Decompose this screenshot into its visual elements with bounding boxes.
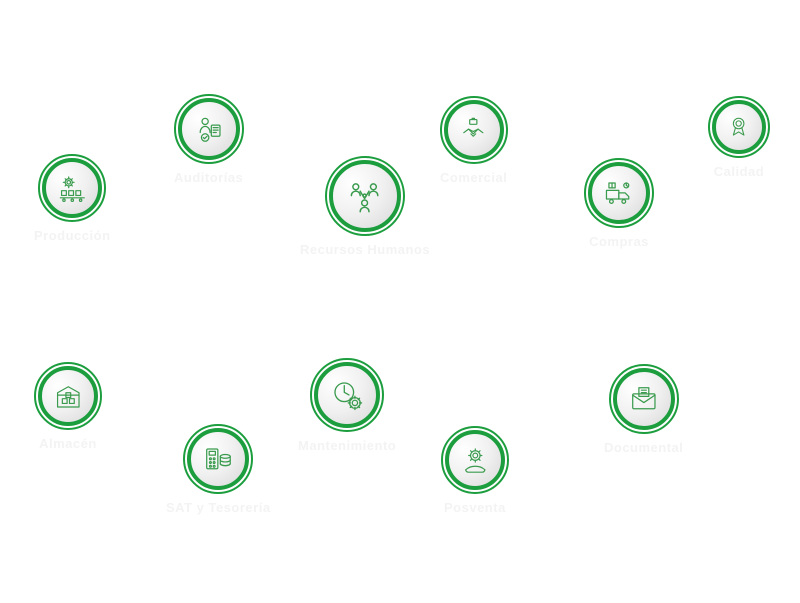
ribbon-badge-icon: [726, 114, 751, 139]
module-label: Comercial: [440, 170, 507, 186]
module-circle: [42, 158, 102, 218]
handshake-icon: [459, 116, 488, 145]
module-almacen: Almacén: [38, 366, 98, 452]
module-label: Producción: [34, 228, 111, 244]
module-label: Posventa: [444, 500, 506, 516]
module-circle: [613, 368, 675, 430]
people-flow-icon: [347, 178, 382, 213]
envelope-doc-icon: [629, 384, 659, 414]
module-label: Compras: [589, 234, 649, 250]
module-circle: [178, 98, 240, 160]
gear-line-icon: [58, 174, 87, 203]
module-compras: Compras: [588, 162, 650, 250]
clock-gear-icon: [331, 379, 363, 411]
module-mantenimiento: Mantenimiento: [298, 362, 396, 454]
warehouse-icon: [54, 382, 83, 411]
hand-gear-icon: [461, 446, 490, 475]
module-label: Almacén: [39, 436, 97, 452]
module-circle: [588, 162, 650, 224]
module-auditorias: Auditorías: [174, 98, 243, 186]
module-produccion: Producción: [34, 158, 111, 244]
module-comercial: Comercial: [440, 100, 507, 186]
calculator-money-icon: [203, 444, 233, 474]
module-circle: [187, 428, 249, 490]
module-posventa: Posventa: [444, 430, 506, 516]
module-label: Mantenimiento: [298, 438, 396, 454]
module-circle: [329, 160, 401, 232]
module-label: Documental: [604, 440, 683, 456]
module-sat-tesoreria: SAT y Tesorería: [166, 428, 271, 516]
module-circle: [444, 100, 504, 160]
module-circle: [314, 362, 380, 428]
module-label: Auditorías: [174, 170, 243, 186]
person-check-icon: [194, 114, 224, 144]
module-circle: [445, 430, 505, 490]
module-label: SAT y Tesorería: [166, 500, 271, 516]
module-documental: Documental: [604, 368, 683, 456]
module-recursos-humanos: Recursos Humanos: [300, 160, 430, 258]
module-label: Recursos Humanos: [300, 242, 430, 258]
delivery-truck-icon: [604, 178, 634, 208]
module-circle: [712, 100, 766, 154]
module-calidad: Calidad: [712, 100, 766, 180]
module-label: Calidad: [714, 164, 764, 180]
module-circle: [38, 366, 98, 426]
